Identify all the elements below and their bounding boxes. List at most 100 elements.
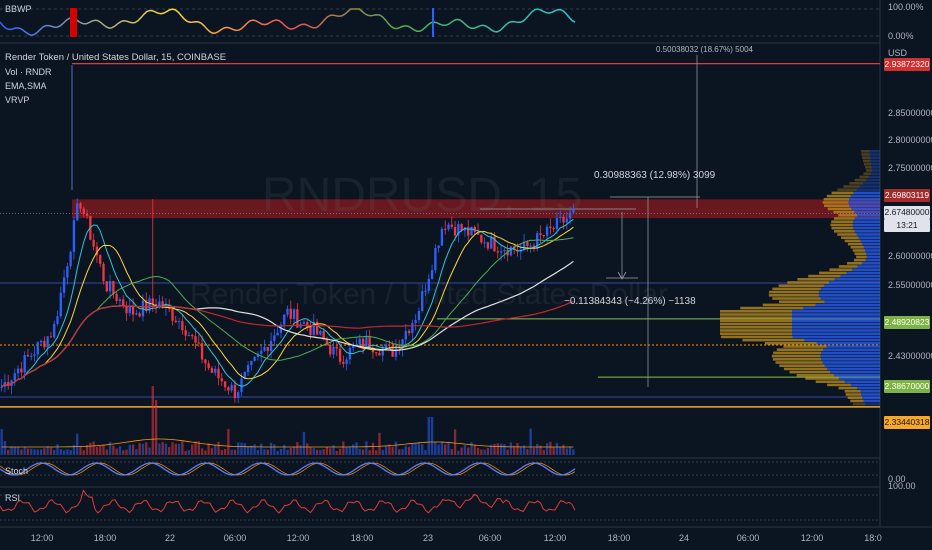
- price-candle: [233, 384, 237, 399]
- price-candle: [122, 299, 125, 307]
- volume-profile-bar: [850, 383, 880, 387]
- price-candle: [128, 306, 131, 314]
- price-candle: [352, 345, 355, 348]
- sma-red-line: [1, 300, 574, 388]
- volume-profile-bar: [829, 268, 853, 271]
- volume-bar: [0, 429, 3, 455]
- bbwp-line: [0, 8, 576, 36]
- price-candle: [338, 348, 342, 362]
- price-candle: [450, 224, 453, 228]
- volume-profile-bar: [720, 322, 792, 326]
- price-candle: [312, 321, 315, 335]
- volume-profile-bar: [768, 290, 819, 294]
- price-candle: [118, 299, 122, 302]
- volume-profile-bar: [838, 214, 858, 217]
- volume-bar: [102, 444, 105, 455]
- volume-bar: [322, 449, 325, 455]
- volume-bar: [384, 445, 388, 455]
- time-tick: 06:00: [736, 533, 760, 543]
- volume-profile-bar: [824, 204, 850, 207]
- price-candle: [145, 300, 148, 311]
- volume-bar: [131, 444, 135, 455]
- volume-bar: [207, 443, 210, 455]
- price-candle: [43, 340, 46, 348]
- price-candle: [342, 361, 345, 364]
- price-candle: [108, 281, 112, 292]
- indicator-volume[interactable]: Vol · RNDR: [5, 67, 52, 77]
- price-candle: [62, 277, 66, 293]
- indicator-vrvp[interactable]: VRVP: [5, 95, 30, 105]
- symbol-title[interactable]: Render Token / United States Dollar, 15,…: [5, 52, 227, 63]
- price-candle: [95, 246, 99, 256]
- price-candle: [194, 336, 197, 343]
- price-candle: [46, 336, 49, 348]
- price-tag-last: 2.67480000: [884, 206, 930, 219]
- volume-bar: [112, 445, 115, 455]
- volume-bar: [391, 446, 394, 455]
- volume-profile-bar: [847, 396, 863, 399]
- time-tick: 12:00: [286, 533, 310, 543]
- volume-profile-bar: [860, 239, 880, 243]
- volume-profile-bar: [857, 265, 880, 268]
- indicator-ema-sma[interactable]: EMA,SMA: [5, 81, 47, 91]
- volume-bar: [496, 443, 499, 455]
- price-candle: [480, 234, 483, 243]
- price-candle: [332, 346, 335, 355]
- price-candle: [549, 226, 552, 228]
- volume-profile-bar: [826, 345, 880, 348]
- volume-bar: [365, 441, 368, 455]
- volume-profile-bar: [856, 233, 880, 236]
- price-candle: [542, 235, 545, 237]
- volume-bar: [79, 445, 82, 455]
- price-candle: [158, 301, 161, 307]
- price-candle: [371, 348, 375, 353]
- volume-profile-bar: [849, 204, 880, 207]
- ema-mid-line: [1, 226, 574, 388]
- bbwp-pane-title[interactable]: BBWP: [5, 4, 32, 14]
- price-candle: [417, 311, 421, 321]
- volume-profile-bar: [865, 258, 880, 262]
- price-candle: [483, 242, 486, 244]
- volume-profile-bar: [850, 399, 864, 403]
- rsi-pane-title[interactable]: RSI: [5, 493, 21, 503]
- volume-bar: [506, 449, 509, 455]
- price-candle: [476, 231, 480, 235]
- price-candle: [23, 355, 26, 373]
- volume-profile-bar: [772, 287, 821, 291]
- price-candle: [246, 365, 250, 373]
- price-candle: [0, 386, 3, 388]
- price-candle: [302, 322, 306, 324]
- volume-profile-bar: [820, 354, 880, 358]
- volume-bar: [233, 449, 237, 455]
- volume-profile-bar: [850, 246, 864, 249]
- measure-arrow: [617, 271, 627, 280]
- price-candle: [102, 263, 105, 282]
- price-tag-poc: 2.48920823: [884, 316, 930, 329]
- price-candle: [322, 331, 325, 340]
- volume-bar: [33, 449, 36, 455]
- bbwp-tick-100: 100.00%: [888, 2, 924, 12]
- price-tick: 2.43000000: [888, 351, 932, 361]
- price-candle: [490, 236, 493, 249]
- volume-bar: [371, 442, 375, 455]
- stoch-d-line: [0, 462, 576, 476]
- volume-profile-bar: [862, 396, 880, 399]
- volume-bar: [56, 444, 59, 455]
- price-candle: [177, 321, 181, 323]
- measure-label-top: 0.50038032 (18.67%) 5004: [656, 45, 753, 54]
- price-candle: [59, 292, 62, 317]
- volume-profile-bar: [844, 380, 880, 383]
- volume-profile-bar: [823, 348, 880, 351]
- volume-profile-bar: [852, 402, 866, 406]
- price-candle: [526, 241, 529, 246]
- stoch-pane-title[interactable]: Stoch: [5, 466, 29, 476]
- volume-profile-bar: [863, 172, 871, 175]
- volume-profile-bar: [837, 188, 857, 191]
- price-candle: [217, 368, 220, 379]
- price-candle: [457, 224, 460, 236]
- volume-bar: [240, 442, 243, 455]
- price-candle: [536, 233, 539, 249]
- price-candle: [292, 309, 296, 319]
- volume-profile-bar: [792, 326, 880, 329]
